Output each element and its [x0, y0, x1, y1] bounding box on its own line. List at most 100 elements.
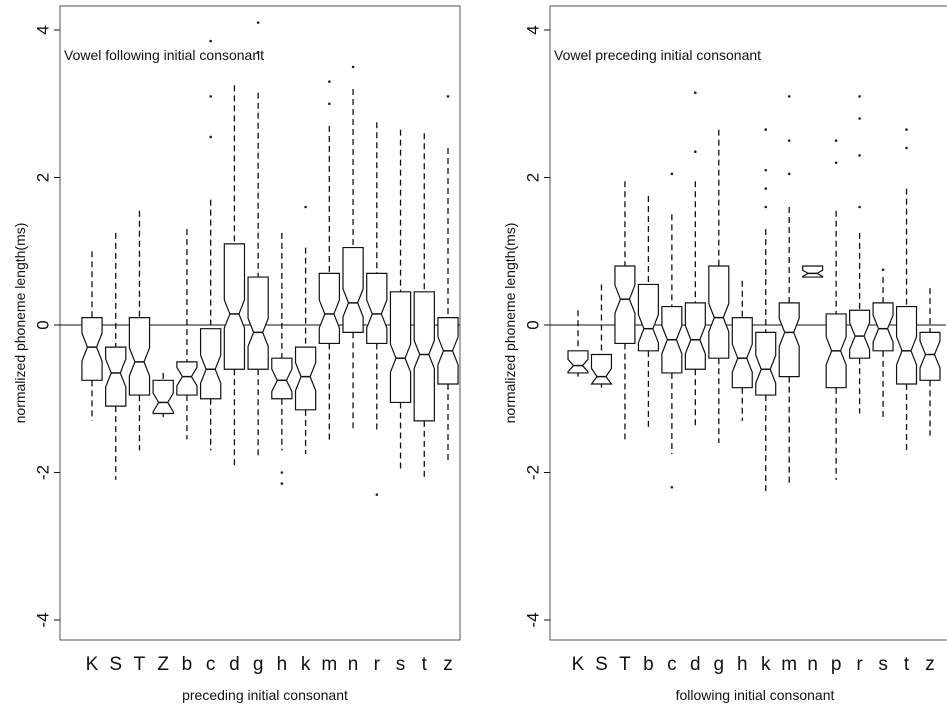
- notched-box: [318, 272, 341, 345]
- outlier-point: [905, 128, 908, 131]
- box-d: [684, 91, 706, 429]
- box-S: [590, 284, 613, 388]
- notched-box: [271, 357, 293, 400]
- outlier-point: [694, 150, 697, 153]
- left-chart-title: Vowel following initial consonant: [64, 47, 264, 63]
- notched-box: [849, 309, 871, 359]
- outlier-point: [694, 91, 697, 94]
- left-panel: Vowel following initial consonant normal…: [12, 5, 461, 703]
- outlier-point: [328, 102, 331, 106]
- notched-box: [389, 291, 412, 404]
- x-tick-label: b: [182, 654, 193, 675]
- outlier-point: [670, 172, 674, 176]
- notched-box: [413, 291, 435, 422]
- y-tick-label: -2: [523, 465, 542, 480]
- notched-box: [81, 317, 103, 381]
- x-tick-label: z: [443, 654, 453, 675]
- notched-box: [152, 379, 174, 415]
- box-m: [318, 80, 341, 443]
- outlier-point: [280, 471, 284, 474]
- box-k: [755, 128, 777, 491]
- box-t: [895, 128, 918, 455]
- right-plot-frame: [549, 5, 947, 641]
- notched-box: [684, 302, 706, 370]
- outlier-point: [905, 146, 908, 150]
- y-tick-label: -4: [33, 612, 52, 627]
- box-r: [366, 122, 388, 496]
- outlier-point: [304, 205, 307, 209]
- x-tick-label: n: [807, 654, 818, 675]
- x-tick-label: r: [374, 654, 381, 675]
- box-z: [919, 288, 941, 436]
- outlier-point: [834, 139, 838, 142]
- outlier-point: [280, 482, 284, 485]
- box-c: [661, 172, 683, 489]
- outlier-point: [764, 128, 768, 131]
- outlier-point: [446, 95, 450, 98]
- outlier-point: [256, 50, 260, 54]
- x-tick-label: z: [925, 654, 935, 675]
- box-T: [128, 210, 151, 451]
- outlier-point: [764, 205, 768, 209]
- box-g: [247, 21, 269, 458]
- y-tick-label: 2: [33, 173, 52, 182]
- x-tick-label: t: [904, 654, 910, 675]
- x-tick-label: k: [761, 654, 771, 675]
- box-b: [176, 229, 198, 440]
- box-S: [105, 232, 127, 480]
- box-T: [614, 181, 636, 440]
- x-tick-label: h: [737, 654, 748, 675]
- box-g: [708, 129, 730, 443]
- right-x-axis-label: following initial consonant: [676, 687, 835, 703]
- y-tick-label: 4: [33, 25, 52, 34]
- notched-box: [366, 272, 388, 345]
- outlier-point: [858, 117, 861, 120]
- x-tick-label: d: [690, 654, 701, 675]
- outlier-point: [858, 95, 861, 98]
- box-d: [223, 85, 246, 466]
- notched-box: [247, 276, 269, 370]
- outlier-point: [209, 135, 212, 139]
- outlier-point: [787, 172, 791, 176]
- x-tick-label: d: [229, 654, 240, 675]
- x-tick-label: m: [781, 654, 797, 675]
- outlier-point: [256, 21, 260, 24]
- notched-box: [590, 353, 613, 385]
- notched-box: [199, 328, 222, 400]
- box-m: [778, 95, 800, 484]
- box-h: [271, 232, 293, 485]
- left-y-axis-label: normalized phoneme length(ms): [12, 223, 28, 424]
- x-tick-label: c: [206, 654, 216, 675]
- notched-box: [637, 283, 659, 352]
- x-tick-label: s: [396, 654, 406, 675]
- box-K: [81, 251, 103, 421]
- notched-box: [708, 265, 730, 359]
- x-tick-label: p: [831, 654, 842, 675]
- y-tick-label: 0: [33, 320, 52, 329]
- notched-box: [223, 243, 246, 370]
- outlier-point: [209, 95, 212, 98]
- x-tick-label: k: [301, 654, 311, 675]
- x-tick-label: g: [714, 654, 725, 675]
- x-tick-label: h: [277, 654, 288, 675]
- box-k: [294, 205, 317, 455]
- x-tick-label: T: [619, 654, 631, 675]
- box-b: [637, 195, 659, 429]
- right-panel: Vowel preceding initial consonant normal…: [502, 5, 947, 703]
- x-tick-label: K: [572, 654, 585, 675]
- x-tick-label: c: [667, 654, 677, 675]
- notched-box: [755, 331, 777, 396]
- notched-box: [105, 346, 127, 407]
- outlier-point: [834, 161, 838, 165]
- x-tick-label: K: [86, 654, 99, 675]
- box-c: [199, 39, 222, 451]
- notched-box: [614, 265, 636, 345]
- outlier-point: [351, 65, 355, 69]
- outlier-point: [670, 485, 674, 489]
- outlier-point: [787, 139, 791, 142]
- x-tick-label: s: [878, 654, 888, 675]
- x-tick-label: S: [109, 654, 122, 675]
